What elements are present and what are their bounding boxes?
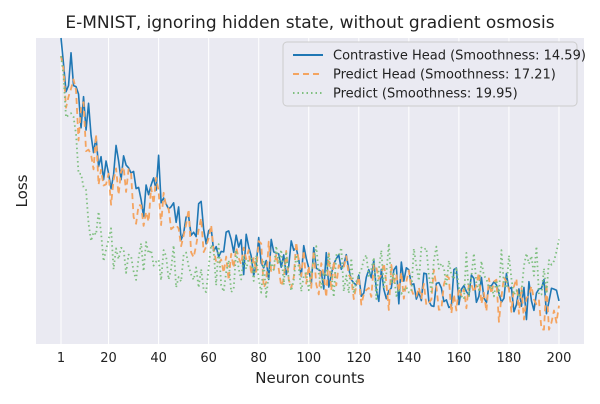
x-tick-label: 160 — [446, 351, 471, 366]
y-axis-label: Loss — [13, 174, 31, 207]
x-tick-label: 100 — [296, 351, 321, 366]
series-line-dotted — [60, 56, 560, 301]
chart-title: E-MNIST, ignoring hidden state, without … — [65, 13, 554, 33]
legend-label-predict-head: Predict Head (Smoothness: 17.21) — [333, 68, 556, 83]
x-tick-label: 140 — [396, 351, 421, 366]
x-tick-label: 200 — [547, 351, 572, 366]
x-tick-labels: 1 20 40 60 80 100 120 140 160 180 200 — [57, 351, 572, 366]
x-tick-label: 120 — [346, 351, 371, 366]
x-tick-label: 60 — [200, 351, 217, 366]
legend-box — [282, 41, 578, 107]
x-tick-label: 80 — [250, 351, 267, 366]
x-tick-label: 180 — [497, 351, 522, 366]
legend-label-contrastive-head: Contrastive Head (Smoothness: 14.59) — [333, 49, 586, 64]
legend: Contrastive Head (Smoothness: 14.59) Pre… — [282, 41, 586, 107]
x-tick-label: 40 — [150, 351, 167, 366]
legend-label-predict: Predict (Smoothness: 19.95) — [333, 87, 518, 102]
x-tick-label: 1 — [57, 351, 65, 366]
x-axis-label: Neuron counts — [255, 369, 365, 387]
series-line-dashed — [60, 55, 560, 331]
x-tick-label: 20 — [100, 351, 117, 366]
series-lines — [60, 37, 560, 331]
